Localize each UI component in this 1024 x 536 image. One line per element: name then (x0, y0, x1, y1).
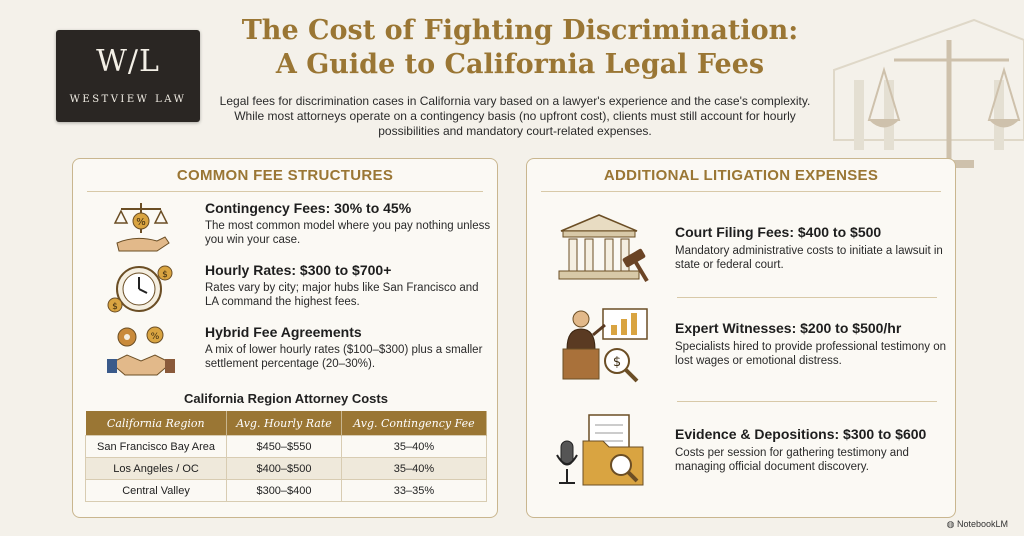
table-cell: $450–$550 (226, 435, 342, 458)
table-cell: 35–40% (340, 435, 488, 458)
svg-text:$: $ (112, 302, 118, 312)
fee-title: Hourly Rates: $300 to $700+ (205, 262, 392, 278)
notebooklm-watermark: ◍ NotebookLM (947, 519, 1008, 530)
documents-microphone-icon (556, 414, 644, 486)
fee-item-contingency: % Contingency Fees: 30% to 45% The most … (103, 199, 490, 259)
svg-text:%: % (136, 217, 146, 228)
fee-title: Contingency Fees: 30% to 45% (205, 200, 412, 216)
region-table-title: California Region Attorney Costs (184, 391, 388, 406)
table-cell: $400–$500 (226, 457, 342, 480)
divider (677, 401, 937, 402)
table-cell: Central Valley (84, 479, 228, 502)
logo-text: WESTVIEW LAW (69, 94, 187, 105)
clock-coins-icon: $ $ (107, 265, 173, 313)
page-title: The Cost of Fighting Discrimination: A G… (210, 14, 830, 82)
page-subtitle: Legal fees for discrimination cases in C… (219, 94, 811, 138)
litigation-expenses-heading: ADDITIONAL LITIGATION EXPENSES (603, 167, 879, 184)
divider (677, 297, 937, 298)
fee-description: The most common model where you pay noth… (205, 220, 491, 246)
title-line-2: A Guide to California Legal Fees (275, 49, 765, 80)
column-header: Avg. Contingency Fee (341, 411, 488, 436)
gears-handshake-icon: % (107, 326, 175, 376)
watermark-text: NotebookLM (956, 519, 1008, 529)
expense-description: Mandatory administrative costs to initia… (675, 245, 943, 271)
divider (87, 191, 483, 192)
expense-title: Expert Witnesses: $200 to $500/hr (675, 320, 902, 336)
svg-text:$: $ (162, 270, 168, 280)
westview-law-logo: W/L WESTVIEW LAW (56, 30, 200, 122)
table-row: Central Valley $300–$400 33–35% (84, 479, 488, 502)
table-row: San Francisco Bay Area $450–$550 35–40% (84, 435, 488, 458)
expense-description: Specialists hired to provide professiona… (675, 341, 947, 367)
column-header: California Region (85, 411, 228, 436)
expense-item-evidence-depositions: Evidence & Depositions: $300 to $600 Cos… (547, 411, 947, 501)
table-header-row: California Region Avg. Hourly Rate Avg. … (85, 411, 488, 436)
expense-title: Court Filing Fees: $400 to $500 (675, 224, 882, 240)
fee-structures-heading: COMMON FEE STRUCTURES (176, 167, 394, 184)
fee-description: A mix of lower hourly rates ($100–$300) … (205, 344, 483, 370)
column-header: Avg. Hourly Rate (226, 411, 342, 436)
courthouse-gavel-icon (558, 214, 649, 283)
table-cell: San Francisco Bay Area (84, 435, 228, 458)
region-cost-table: California Region Avg. Hourly Rate Avg. … (84, 411, 488, 502)
expense-item-court-filing: Court Filing Fees: $400 to $500 Mandator… (547, 209, 947, 299)
divider (541, 191, 941, 192)
logo-mark: W/L (96, 44, 160, 79)
expert-presenter-icon: $ (562, 308, 648, 383)
fee-item-hybrid: % Hybrid Fee Agreements A mix of lower h… (103, 323, 483, 383)
table-cell: $300–$400 (226, 479, 342, 502)
svg-text:$: $ (613, 355, 621, 370)
litigation-expenses-panel: ADDITIONAL LITIGATION EXPENSES Court Fil… (526, 158, 956, 518)
fee-structures-panel: COMMON FEE STRUCTURES % Contingency Fees… (72, 158, 498, 518)
fee-item-hourly: $ $ Hourly Rates: $300 to $700+ Rates va… (103, 261, 483, 321)
expense-title: Evidence & Depositions: $300 to $600 (675, 426, 927, 442)
fee-title: Hybrid Fee Agreements (205, 324, 362, 340)
notebooklm-icon: ◍ (946, 519, 957, 529)
table-row: Los Angeles / OC $400–$500 35–40% (84, 457, 488, 480)
scales-percent-hand-icon: % (113, 203, 170, 252)
expense-item-expert-witnesses: $ Expert Witnesses: $200 to $500/hr Spec… (547, 305, 947, 395)
expense-description: Costs per session for gathering testimon… (675, 447, 909, 473)
table-cell: Los Angeles / OC (84, 457, 228, 480)
fee-description: Rates vary by city; major hubs like San … (205, 282, 479, 308)
svg-text:%: % (151, 332, 160, 342)
table-cell: 33–35% (340, 479, 488, 502)
table-cell: 35–40% (340, 457, 488, 480)
title-line-1: The Cost of Fighting Discrimination: (241, 15, 799, 46)
